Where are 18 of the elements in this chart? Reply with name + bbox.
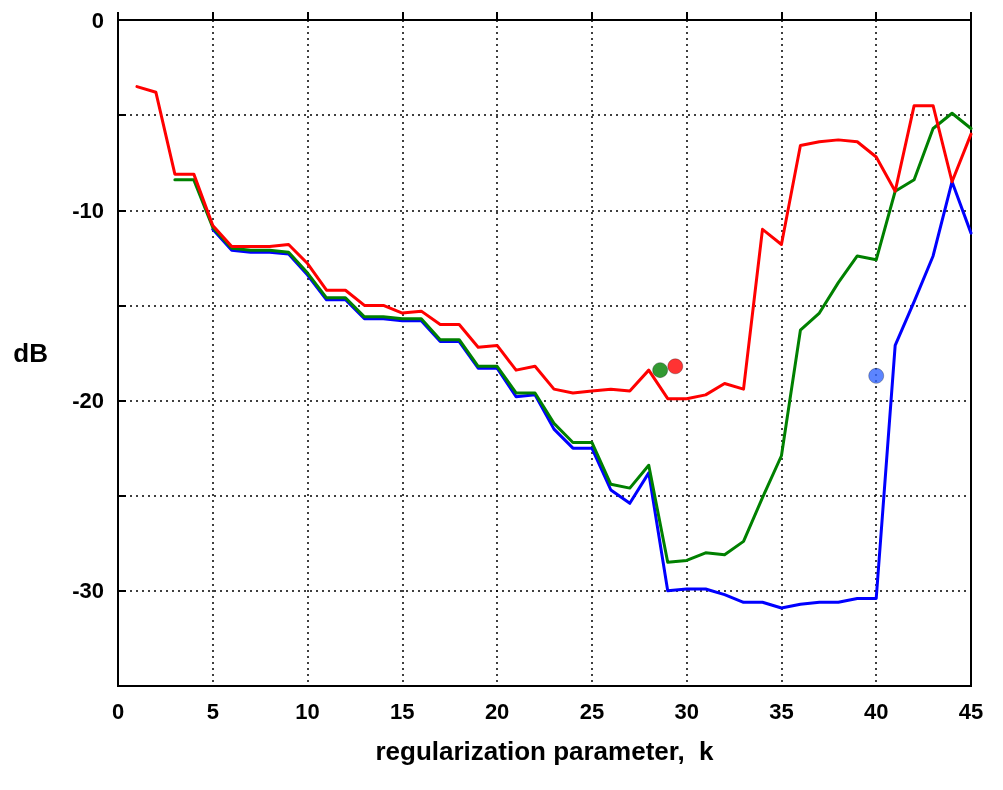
x-tick-label: 30	[674, 698, 699, 724]
x-tick-label: 20	[484, 698, 510, 724]
y-tick-label: -10	[72, 197, 104, 223]
y-tick-label: -30	[72, 578, 104, 604]
line-series	[135, 85, 973, 401]
x-tick-label: 5	[206, 698, 219, 724]
x-tick-label: 25	[579, 698, 605, 724]
x-tick-label: 10	[295, 698, 320, 724]
line-series	[173, 111, 973, 564]
x-axis-title: regularization parameter, k	[375, 736, 715, 766]
y-axis-title: dB	[13, 338, 48, 368]
x-tick-label: 45	[958, 698, 984, 724]
x-tick-label: 35	[769, 698, 794, 724]
y-tick-label: -20	[72, 388, 104, 414]
x-tick-label: 40	[863, 698, 889, 724]
x-tick-label: 15	[390, 698, 415, 724]
y-tick-label: 0	[91, 7, 104, 33]
x-tick-label: 0	[111, 698, 125, 724]
